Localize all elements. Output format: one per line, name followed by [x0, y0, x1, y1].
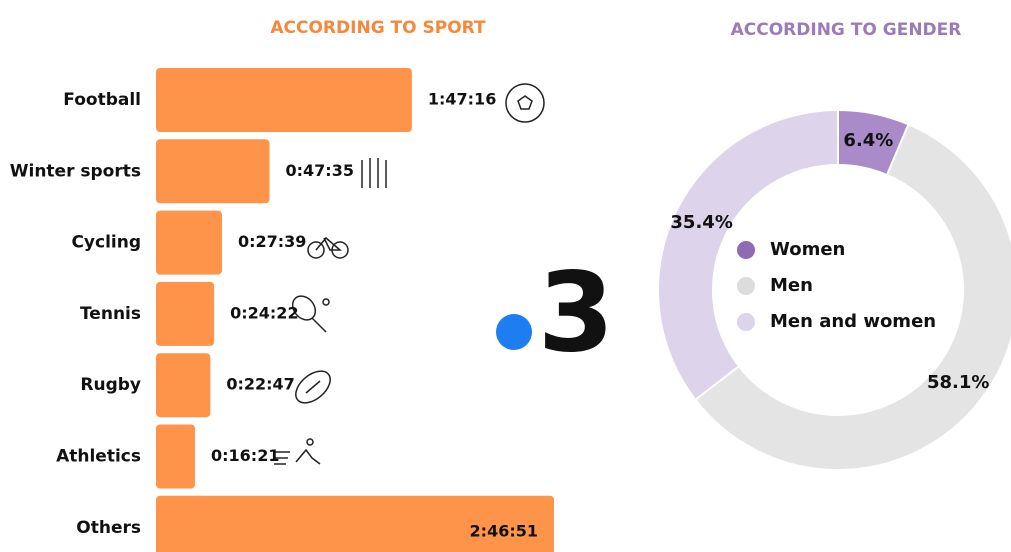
- logo: 3: [538, 248, 615, 376]
- category-label: Cycling: [71, 233, 141, 253]
- value-label: 0:16:21: [211, 446, 279, 465]
- legend-marker: [737, 277, 755, 295]
- value-label: 0:24:22: [230, 303, 298, 322]
- bar: [156, 353, 211, 418]
- icons: [274, 83, 545, 465]
- bar: [156, 68, 412, 132]
- legend-marker: [737, 241, 755, 259]
- value-label: 0:47:35: [286, 161, 354, 180]
- category-label: Others: [76, 518, 141, 538]
- legend-marker: [737, 313, 755, 331]
- category-label: Tennis: [80, 304, 141, 324]
- legend-label: Men and women: [770, 311, 936, 332]
- value-label: 1:47:16: [428, 90, 496, 109]
- legend-label: Men: [770, 275, 813, 296]
- value-label: 35.4%: [670, 212, 732, 233]
- value-label: 0:27:39: [238, 232, 306, 251]
- value-label: 6.4%: [843, 130, 893, 151]
- category-label: Rugby: [80, 375, 141, 395]
- category-label: Winter sports: [10, 161, 141, 181]
- chart-title: ACCORDING TO SPORT: [270, 18, 486, 38]
- value-label: 0:22:47: [226, 375, 294, 394]
- bar: [156, 495, 554, 552]
- category-label: Football: [63, 90, 141, 110]
- legend-label: Women: [770, 239, 845, 260]
- value-label: 58.1%: [927, 372, 989, 393]
- bar: [156, 139, 270, 204]
- donut-slice: [693, 123, 1011, 471]
- chart-title: ACCORDING TO GENDER: [731, 20, 962, 40]
- bar: [156, 424, 196, 489]
- donut-slice: [657, 108, 839, 402]
- category-label: Athletics: [56, 447, 141, 467]
- bar: [156, 281, 215, 346]
- value-label: 2:46:51: [470, 521, 538, 540]
- logo-dot: [496, 314, 532, 350]
- bar: [156, 210, 222, 275]
